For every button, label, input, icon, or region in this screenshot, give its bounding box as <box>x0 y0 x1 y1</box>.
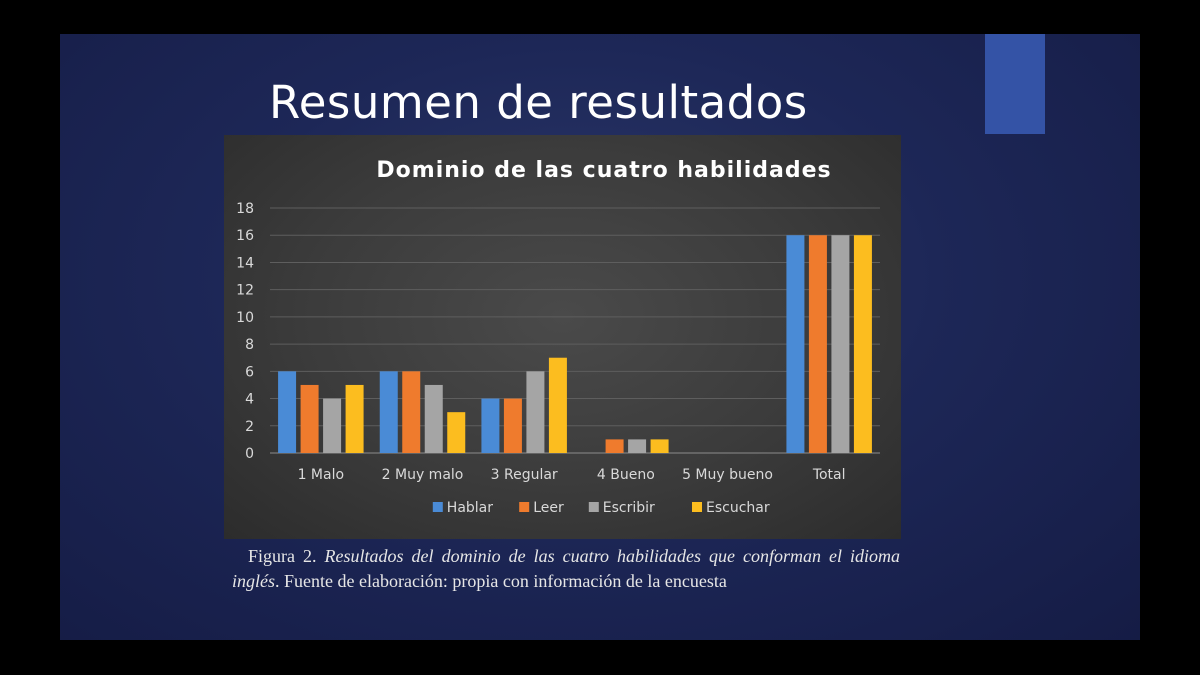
y-tick-label: 8 <box>245 337 254 353</box>
x-tick-label: 4 Bueno <box>597 467 655 483</box>
bar <box>402 371 421 453</box>
legend-label: Leer <box>533 500 564 516</box>
bar <box>503 398 522 453</box>
x-tick-label: 1 Malo <box>298 467 344 483</box>
slide: Resumen de resultados Dominio de las cua… <box>60 34 1140 640</box>
bar <box>628 439 647 453</box>
bar-chart: Dominio de las cuatro habilidades 0 2 4 6 8 10… <box>224 135 901 539</box>
y-tick-label: 0 <box>245 446 254 462</box>
caption-plain-text: . Fuente de elaboración: propia con info… <box>275 571 727 591</box>
figure-caption: Figura 2. Resultados del dominio de las … <box>232 544 900 594</box>
legend-swatch <box>519 502 530 512</box>
slide-title: Resumen de resultados <box>269 76 808 129</box>
accent-rectangle <box>985 34 1045 134</box>
bar <box>548 357 567 453</box>
y-tick-label: 14 <box>236 255 254 271</box>
bar <box>605 439 624 453</box>
y-tick-label: 2 <box>245 419 254 435</box>
bar <box>650 439 669 453</box>
bar <box>424 384 443 453</box>
y-tick-label: 18 <box>236 201 254 217</box>
bar <box>853 235 872 453</box>
x-tick-label: Total <box>812 467 846 483</box>
legend-label: Escuchar <box>706 500 770 516</box>
bar <box>323 398 342 453</box>
y-tick-label: 16 <box>236 228 254 244</box>
legend-label: Escribir <box>603 500 655 516</box>
caption-label: Figura 2. <box>248 546 317 566</box>
y-tick-label: 6 <box>245 364 254 380</box>
bar <box>526 371 545 453</box>
y-tick-label: 12 <box>236 283 254 299</box>
caption-italic-text: Resultados del dominio de las cuatro hab… <box>232 546 901 591</box>
legend-swatch <box>432 502 443 512</box>
bar <box>786 235 805 453</box>
y-tick-label: 10 <box>236 310 254 326</box>
y-tick-label: 4 <box>245 392 254 408</box>
bar <box>300 384 319 453</box>
x-tick-label: 5 Muy bueno <box>682 467 773 483</box>
chart-title: Dominio de las cuatro habilidades <box>376 158 831 183</box>
bar <box>481 398 500 453</box>
bar <box>379 371 398 453</box>
x-tick-label: 2 Muy malo <box>382 467 464 483</box>
legend-swatch <box>692 502 702 512</box>
legend-label: Hablar <box>447 500 493 516</box>
bar <box>278 371 297 453</box>
bar <box>831 235 850 453</box>
chart-svg: Dominio de las cuatro habilidades 0 2 4 6 8 10… <box>236 158 880 516</box>
bar <box>808 235 827 453</box>
bar <box>345 384 364 453</box>
legend-swatch <box>588 502 599 512</box>
x-tick-label: 3 Regular <box>491 467 558 483</box>
bar <box>447 412 466 453</box>
